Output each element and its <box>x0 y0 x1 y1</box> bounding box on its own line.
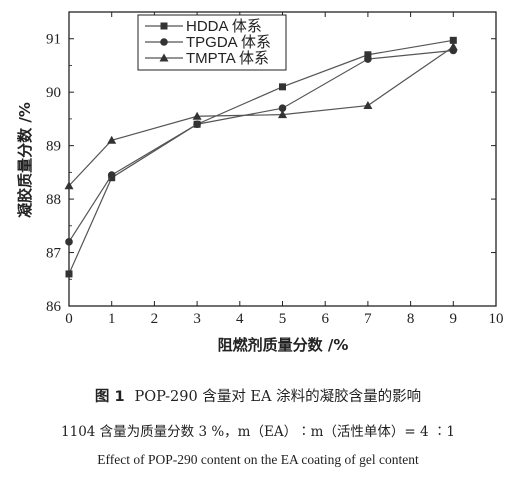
point-triangle <box>192 111 202 120</box>
legend-label: HDDA 体系 <box>186 18 262 35</box>
x-tick-label: 1 <box>108 311 116 327</box>
series-square <box>65 36 457 278</box>
point-circle <box>278 104 287 113</box>
x-tick-label: 9 <box>450 311 458 327</box>
figure-note: 1104 含量为质量分数 3 %，m（EA）∶m（活性单体）= 4 ∶1 <box>61 424 455 440</box>
series-layer <box>64 36 458 278</box>
y-tick-label: 89 <box>46 139 61 155</box>
x-tick-label: 10 <box>489 311 504 327</box>
point-square <box>364 51 372 59</box>
legend-label: TMPTA 体系 <box>186 50 269 67</box>
series-triangle <box>64 42 458 190</box>
point-square <box>65 270 73 278</box>
series-line <box>68 49 454 243</box>
point-triangle <box>159 53 169 62</box>
x-tick-label: 4 <box>236 311 244 327</box>
point-triangle <box>278 110 287 119</box>
figure-caption-en: Effect of POP-290 content on the EA coat… <box>97 452 419 467</box>
point-triangle <box>64 181 74 190</box>
point-square <box>449 36 457 44</box>
point-circle <box>107 171 116 179</box>
x-tick-label: 7 <box>364 311 372 327</box>
y-tick-label: 86 <box>46 299 62 315</box>
legend-label: TPGDA 体系 <box>186 34 271 51</box>
point-square <box>160 22 168 30</box>
series-line <box>68 39 454 275</box>
y-tick-label: 91 <box>46 32 61 48</box>
y-axis-title: 凝胶质量分数 /% <box>16 102 34 218</box>
point-circle <box>65 238 73 246</box>
y-axis-ticks: 86 87 88 89 90 91 <box>46 32 496 315</box>
x-tick-label: 6 <box>321 311 329 327</box>
point-circle <box>193 120 201 129</box>
figure-caption-cn: 图 1 POP-290 含量对 EA 涂料的凝胶含量的影响 <box>0 385 516 406</box>
x-tick-label: 3 <box>193 311 201 327</box>
y-tick-label: 87 <box>46 246 62 262</box>
x-axis-title: 阻燃剂质量分数 /% <box>218 336 349 354</box>
y-tick-label: 88 <box>46 192 61 208</box>
x-tick-label: 5 <box>279 311 287 327</box>
x-tick-label: 2 <box>151 311 159 327</box>
point-triangle <box>107 135 117 144</box>
x-tick-label: 0 <box>65 311 73 327</box>
y-tick-label: 90 <box>46 85 61 101</box>
series-line <box>68 46 454 187</box>
figure-label: 图 1 <box>94 389 125 405</box>
point-triangle <box>448 42 458 51</box>
point-circle <box>160 38 168 46</box>
point-triangle <box>363 101 373 110</box>
figure-title-cn: POP-290 含量对 EA 涂料的凝胶含量的影响 <box>134 389 422 405</box>
x-tick-label: 8 <box>407 311 415 327</box>
point-circle <box>364 55 372 63</box>
point-square <box>279 83 286 91</box>
series-circle <box>65 46 458 246</box>
